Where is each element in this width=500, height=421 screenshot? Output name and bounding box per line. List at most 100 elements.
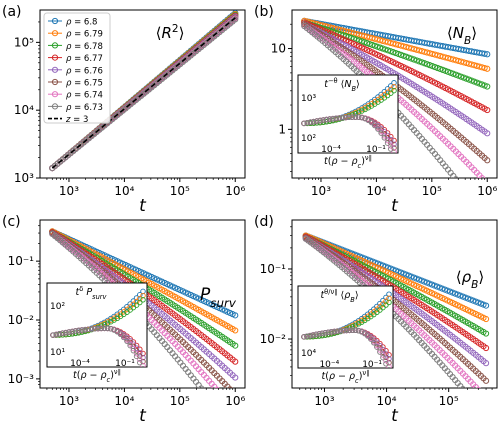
inset-x-tick-label: 10⁻¹: [366, 145, 386, 155]
inset-point: [127, 341, 133, 347]
inset-y-label: t−θ ⟨NB⟩: [324, 77, 360, 93]
legend-entry: ρ = 6.75: [66, 79, 103, 89]
y-tick-label: 10⁻¹: [260, 262, 287, 276]
inset-point: [133, 342, 140, 349]
inset-point: [328, 329, 335, 335]
data-point: [232, 358, 239, 365]
data-point: [232, 342, 239, 349]
inset-point: [380, 297, 386, 304]
inset-point: [108, 326, 114, 332]
data-point: [459, 386, 466, 388]
inset-point: [142, 366, 144, 367]
data-point: [469, 196, 474, 201]
inset-point: [130, 345, 137, 352]
title-Psurv: Psurv: [200, 285, 237, 310]
inset-point: [304, 333, 310, 339]
inset-point: [391, 141, 397, 147]
inset-point: [377, 349, 383, 355]
data-point: [232, 327, 239, 334]
inset-point: [388, 133, 394, 140]
legend-marker: [51, 30, 59, 37]
data-point: [395, 50, 402, 58]
series-6.79: [301, 17, 491, 72]
inset-point: [359, 114, 365, 121]
data-point: [484, 157, 491, 164]
x-axis-label: t: [139, 406, 147, 421]
y-tick-label: 10³: [14, 171, 34, 185]
title-NB: ⟨NB⟩: [447, 24, 477, 47]
data-point: [484, 106, 491, 114]
inset-point: [388, 143, 394, 149]
inset-point: [391, 83, 397, 90]
data-point: [366, 40, 373, 48]
data-point: [482, 330, 490, 337]
x-tick-label: 10⁴: [114, 184, 134, 198]
inset-point: [82, 326, 88, 333]
inset-point: [137, 295, 143, 302]
inset-point: [377, 347, 383, 353]
inset-point: [381, 135, 388, 141]
data-point: [468, 396, 473, 401]
inset-point: [355, 114, 362, 120]
data-point: [363, 40, 371, 47]
inset-point: [63, 331, 69, 338]
axes-frame: [291, 219, 498, 389]
inset-point: [124, 303, 130, 310]
inset-x-tick-label: 10⁻⁴: [70, 359, 90, 369]
legend-entry: ρ = 6.74: [66, 91, 103, 101]
inset-point: [392, 152, 396, 153]
data-point: [400, 52, 407, 59]
data-point: [207, 396, 212, 401]
data-point: [461, 186, 466, 191]
data-point: [387, 48, 394, 55]
data-point: [397, 51, 405, 58]
data-point: [227, 386, 233, 388]
series-6.78: [301, 19, 491, 90]
data-point: [484, 130, 491, 137]
data-point: [217, 410, 222, 415]
panel-label: (d): [254, 214, 274, 230]
title-rhoB: ⟨ρB⟩: [456, 268, 484, 291]
inset-point: [349, 324, 356, 330]
inset-point: [388, 136, 394, 143]
inset-point: [383, 298, 389, 305]
data-point: [392, 49, 399, 57]
inset-point: [59, 330, 66, 336]
inset-point: [301, 120, 307, 127]
data-point: [478, 390, 483, 395]
inset-point: [383, 361, 389, 367]
inset-point: [56, 331, 63, 337]
data-point: [212, 403, 217, 408]
inset-point: [337, 328, 344, 334]
data-point: [456, 180, 461, 185]
inset-y-tick-label: 10⁴: [301, 349, 316, 359]
inset-point: [377, 304, 383, 310]
data-point: [483, 415, 488, 420]
x-axis-label: t: [139, 196, 147, 216]
inset-point: [383, 294, 389, 301]
inset-point: [319, 330, 325, 337]
inset-point: [384, 137, 391, 144]
title-R2: ⟨R2⟩: [156, 23, 185, 42]
data-point: [475, 386, 481, 388]
data-point: [478, 175, 486, 178]
inset-point: [127, 342, 133, 349]
inset-point: [380, 354, 386, 361]
legend-entry: ρ = 6.79: [66, 30, 103, 40]
inset-x-tick-label: 10⁻⁴: [321, 145, 341, 155]
data-point: [484, 51, 491, 58]
inset-point: [331, 328, 338, 335]
inset-point: [374, 344, 380, 350]
inset-point: [310, 332, 316, 338]
inset-point: [130, 301, 137, 308]
data-point: [358, 38, 365, 45]
inset-point: [381, 89, 388, 95]
data-point: [232, 312, 239, 319]
inset-point: [375, 126, 381, 132]
inset-point: [365, 333, 371, 339]
inset-point: [137, 346, 143, 353]
inset-point: [333, 115, 339, 122]
data-point: [198, 385, 205, 388]
data-point: [482, 360, 490, 367]
inset-point: [92, 325, 98, 332]
